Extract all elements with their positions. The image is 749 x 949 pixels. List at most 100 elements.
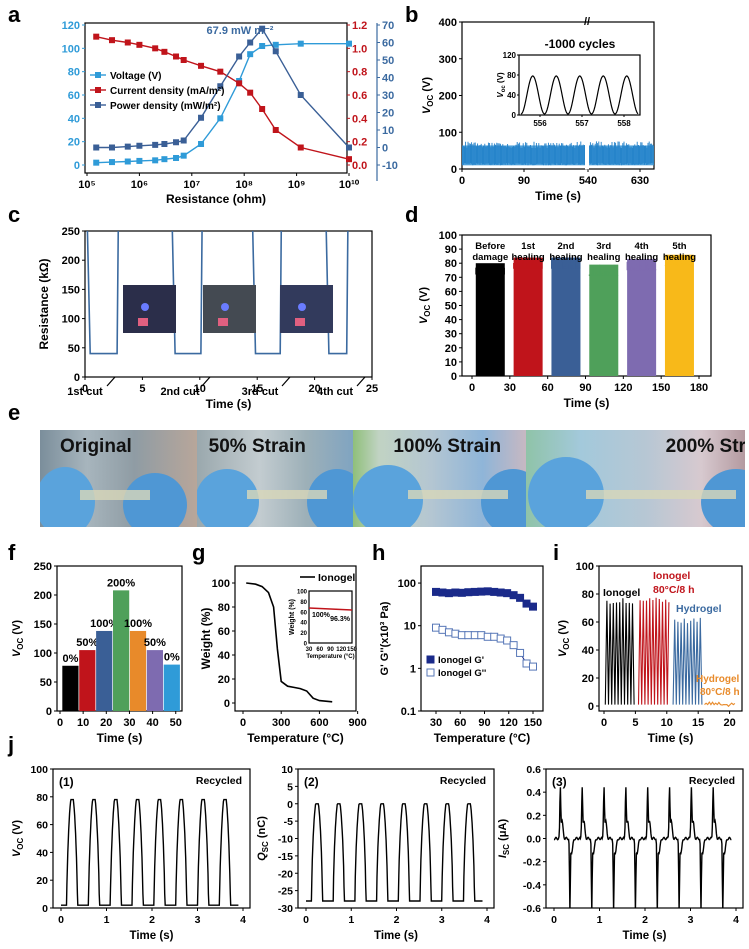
legend-entry: Voltage (V) (110, 71, 161, 82)
loss-modulus-point (523, 660, 530, 667)
cut-arrow (282, 377, 290, 386)
photo-100-strain: 100% Strain (353, 430, 525, 527)
y-tick-label: 80 (582, 589, 594, 601)
y-axis-label: ISC (μA) (497, 819, 511, 859)
recycled-note: Recycled (689, 775, 735, 787)
series-line-current (96, 37, 349, 160)
x-tick-label: 3 (195, 914, 201, 926)
loss-modulus-point (484, 633, 491, 640)
data-point-power (298, 92, 304, 98)
data-point-voltage (173, 155, 179, 161)
strain-label: 0% (62, 653, 78, 665)
category-label: healing (511, 252, 544, 263)
y-tick-label: 40 (445, 315, 457, 327)
y-tick-label: 150 (62, 284, 80, 296)
inset-y-tick-label: 40 (300, 621, 307, 627)
storage-modulus-point (478, 588, 485, 595)
strain-label: 50% (76, 637, 98, 649)
x-tick-label: 4 (733, 914, 739, 926)
waveform-group (554, 787, 731, 911)
x-tick-label: 0 (58, 914, 64, 926)
x-tick-label: 90 (478, 717, 490, 729)
y-right-tick-label: 0 (382, 143, 388, 155)
y-tick-label: 0 (451, 371, 457, 383)
x-tick-label: 150 (524, 717, 542, 729)
data-point-current (136, 42, 142, 48)
loss-modulus-point (497, 635, 504, 642)
x-tick-label: 60 (542, 382, 554, 394)
data-point-power (236, 54, 242, 60)
x-tick-label: 1 (597, 914, 603, 926)
x-tick-label: 2 (642, 914, 648, 926)
inset-weight-line (309, 608, 352, 610)
data-point-voltage (125, 159, 131, 165)
y-right-tick-label: 50 (382, 55, 394, 67)
y-left-tick-label: 100 (62, 43, 80, 55)
category-label: damage (472, 252, 508, 263)
inset-y-tick-label: 80 (300, 600, 307, 606)
category-label: 1st (521, 241, 536, 252)
x-tick-label: 1 (348, 914, 354, 926)
loss-modulus-point (491, 633, 498, 640)
x-axis-label: Time (s) (535, 189, 581, 203)
y-tick-label: 90 (445, 244, 457, 256)
data-point-voltage (161, 156, 167, 162)
data-point-power (93, 145, 99, 151)
x-tick-label: 3 (688, 914, 694, 926)
data-point-voltage (298, 41, 304, 47)
strain-block (62, 666, 78, 711)
gel-sample (138, 318, 148, 326)
panel-j1-frame (53, 769, 250, 908)
y-tick-label: 100 (439, 127, 457, 139)
y-mid-tick-label: 0.6 (352, 90, 367, 102)
data-point-power (125, 144, 131, 150)
led-icon (221, 303, 229, 311)
inset-y-tick-label: 0 (512, 111, 517, 120)
x-tick-label: 0 (57, 717, 63, 729)
x-tick-label: 30 (430, 717, 442, 729)
x-axis-label: Temperature (°C) (247, 731, 344, 745)
y-right-tick-label: 10 (382, 125, 394, 137)
x-axis-label: Time (s) (623, 930, 667, 942)
photo-original: Original (40, 430, 197, 527)
y-tick-label: 0.0 (526, 834, 541, 846)
y-mid-tick-label: 0.4 (352, 113, 368, 125)
y-axis-label: VOC (V) (11, 820, 25, 857)
y-mid-tick-label: 0.2 (352, 137, 367, 149)
y-tick-label: 20 (218, 674, 230, 686)
sample-label-hydrogel-heated-line1: Hydrogel (696, 674, 740, 685)
y-right-tick-label: 40 (382, 73, 394, 85)
y-mid-tick-label: 1.0 (352, 43, 367, 55)
y-tick-label: 50 (40, 677, 52, 689)
recycled-note: Recycled (440, 775, 486, 787)
y-tick-label: 0.6 (526, 764, 541, 776)
cut-label: 3rd cut (242, 386, 279, 398)
y-tick-label: 60 (582, 617, 594, 629)
y-tick-label: 0 (588, 701, 594, 713)
y-tick-label: 80 (36, 792, 48, 804)
inset-x-tick-label: 558 (617, 119, 631, 128)
inset-x-tick-label: 557 (575, 119, 589, 128)
x-tick-label: 10⁶ (131, 179, 148, 191)
category-label: 3rd (596, 241, 611, 252)
storage-modulus-point (491, 588, 498, 595)
data-point-power (247, 40, 253, 46)
data-point-power (346, 145, 352, 151)
sub-panel-tag: (2) (304, 775, 319, 789)
inset-y-tick-label: 80 (507, 71, 516, 80)
led-icon (298, 303, 306, 311)
axis-break-mark: // (584, 16, 590, 28)
y-tick-label: 60 (445, 286, 457, 298)
x-tick-label: 30 (123, 717, 135, 729)
storage-modulus-point (530, 603, 537, 610)
signal-trace (705, 702, 735, 706)
x-tick-label: 10 (77, 717, 89, 729)
x-tick-label: 90 (518, 175, 530, 187)
data-point-voltage (136, 158, 142, 164)
y-tick-label: -0.6 (523, 903, 541, 915)
x-tick-label: 10⁹ (288, 179, 305, 191)
y-tick-label: 200 (439, 91, 457, 103)
signal-block (627, 259, 656, 376)
y-tick-label: 250 (62, 226, 80, 238)
data-point-power (173, 139, 179, 145)
